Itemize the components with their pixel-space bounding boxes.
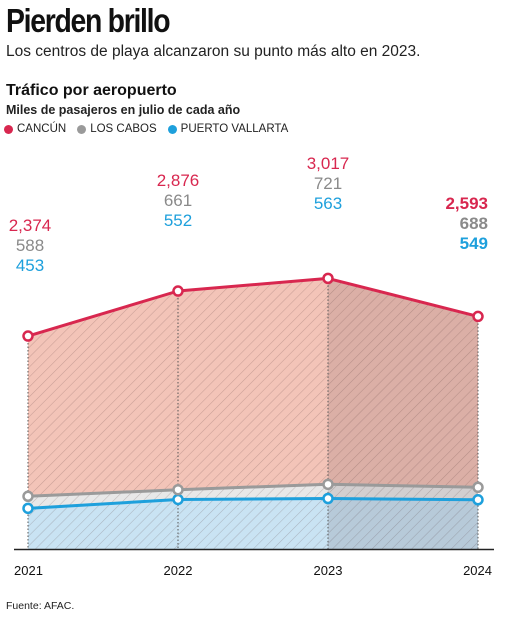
point-cancun-2024	[472, 310, 484, 323]
data-label-puerto-vallarta-2021: 453	[16, 256, 44, 275]
point-los-cabos-2024	[472, 481, 484, 494]
x-tick-label: 2021	[14, 563, 43, 578]
legend-swatch-los-cabos	[77, 124, 87, 134]
data-label-los-cabos-2024: 688	[460, 214, 488, 233]
legend-item-los-cabos: LOS CABOS	[77, 123, 157, 135]
x-tick-label: 2023	[314, 563, 343, 578]
x-tick-label: 2022	[164, 563, 193, 578]
point-cancun-2023	[322, 272, 334, 285]
legend-swatch-cancun	[4, 124, 13, 134]
chart-title: Tráfico por aeropuerto	[6, 82, 177, 99]
data-label-los-cabos-2023: 721	[314, 174, 342, 193]
data-label-puerto-vallarta-2024: 549	[460, 234, 488, 253]
data-label-cancun-2022: 2,876	[157, 171, 200, 190]
point-puerto-vallarta-2023	[322, 492, 334, 505]
source-note: Fuente: AFAC.	[6, 600, 75, 612]
data-label-cancun-2021: 2,374	[9, 216, 52, 235]
line-cancun	[27, 276, 479, 338]
point-puerto-vallarta-2022	[172, 493, 184, 506]
point-los-cabos-2023	[322, 478, 334, 491]
point-cancun-2022	[172, 285, 184, 297]
data-label-los-cabos-2022: 661	[164, 191, 192, 210]
point-puerto-vallarta-2024	[472, 494, 484, 506]
legend-label-cancun: CANCÚN	[17, 123, 67, 135]
data-label-cancun-2023: 3,017	[307, 154, 350, 173]
point-los-cabos-2021	[22, 490, 34, 503]
point-los-cabos-2022	[172, 483, 184, 496]
data-label-puerto-vallarta-2022: 552	[164, 211, 192, 230]
latest-period-shade	[328, 278, 478, 549]
point-cancun-2021	[22, 330, 34, 342]
line-los-cabos	[27, 482, 479, 498]
data-label-puerto-vallarta-2023: 563	[314, 194, 342, 213]
line-puerto-vallarta	[27, 497, 479, 510]
legend-swatch-puerto-vallarta	[167, 124, 177, 134]
data-label-los-cabos-2021: 588	[16, 236, 44, 255]
legend-label-los-cabos: LOS CABOS	[90, 123, 157, 135]
legend-label-puerto-vallarta: PUERTO VALLARTA	[180, 123, 289, 135]
legend-item-puerto-vallarta: PUERTO VALLARTA	[167, 123, 289, 135]
area-hatch-overlay	[28, 278, 478, 549]
point-puerto-vallarta-2021	[22, 502, 34, 515]
chart-units: Miles de pasajeros en julio de cada año	[6, 103, 241, 117]
legend-item-cancun: CANCÚN	[4, 123, 66, 135]
x-tick-label: 2024	[463, 563, 492, 578]
page-title: Pierden brillo	[6, 2, 171, 39]
chart-legend: CANCÚN LOS CABOS PUERTO VALLARTA	[4, 123, 288, 135]
data-label-cancun-2024: 2,593	[445, 194, 488, 213]
page-subtitle: Los centros de playa alcanzaron su punto…	[6, 43, 421, 60]
